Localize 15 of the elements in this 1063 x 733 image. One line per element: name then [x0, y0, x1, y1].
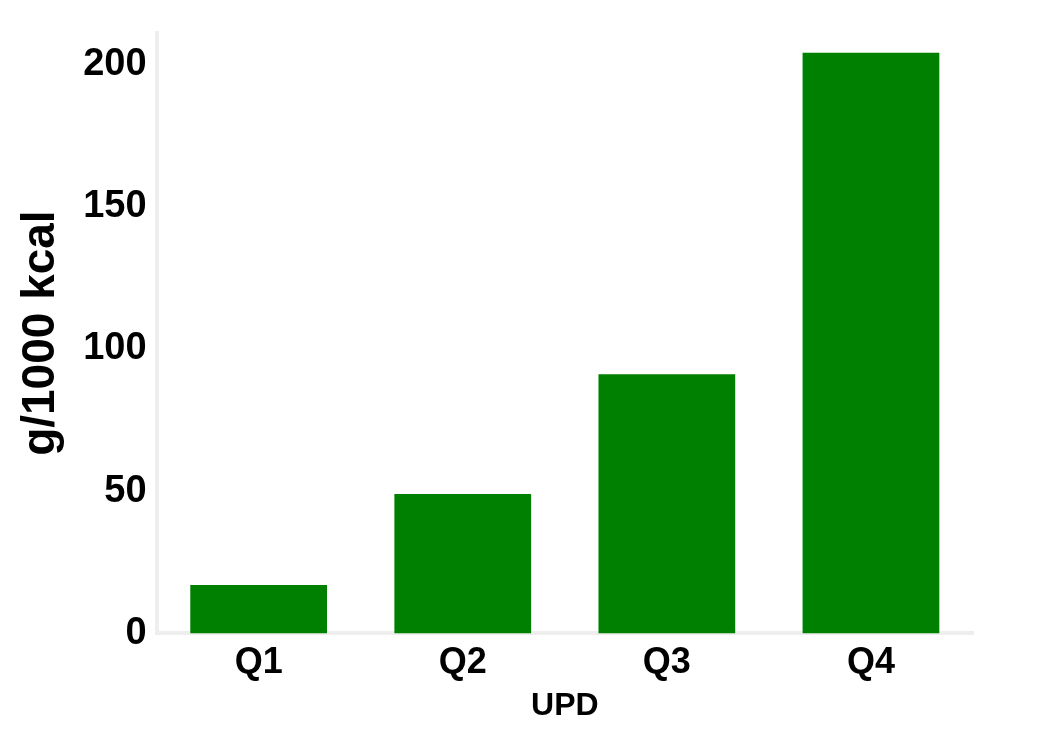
y-tick-label: 50	[104, 467, 147, 510]
bar	[394, 493, 532, 634]
y-tick-label: 200	[83, 40, 147, 83]
x-tick-label: Q3	[642, 639, 691, 681]
bar	[190, 585, 328, 634]
x-tick-label: Q4	[846, 639, 895, 681]
bar	[802, 52, 940, 634]
y-tick-label: 150	[83, 182, 147, 225]
x-tick-label: Q2	[438, 639, 487, 681]
y-axis-title: g/1000 kcal	[12, 210, 65, 456]
x-tick-label: Q1	[234, 639, 283, 681]
y-tick-label: 100	[83, 325, 147, 368]
x-axis-title: UPD	[531, 685, 599, 722]
bar	[598, 374, 736, 634]
y-tick-label: 0	[125, 609, 147, 652]
